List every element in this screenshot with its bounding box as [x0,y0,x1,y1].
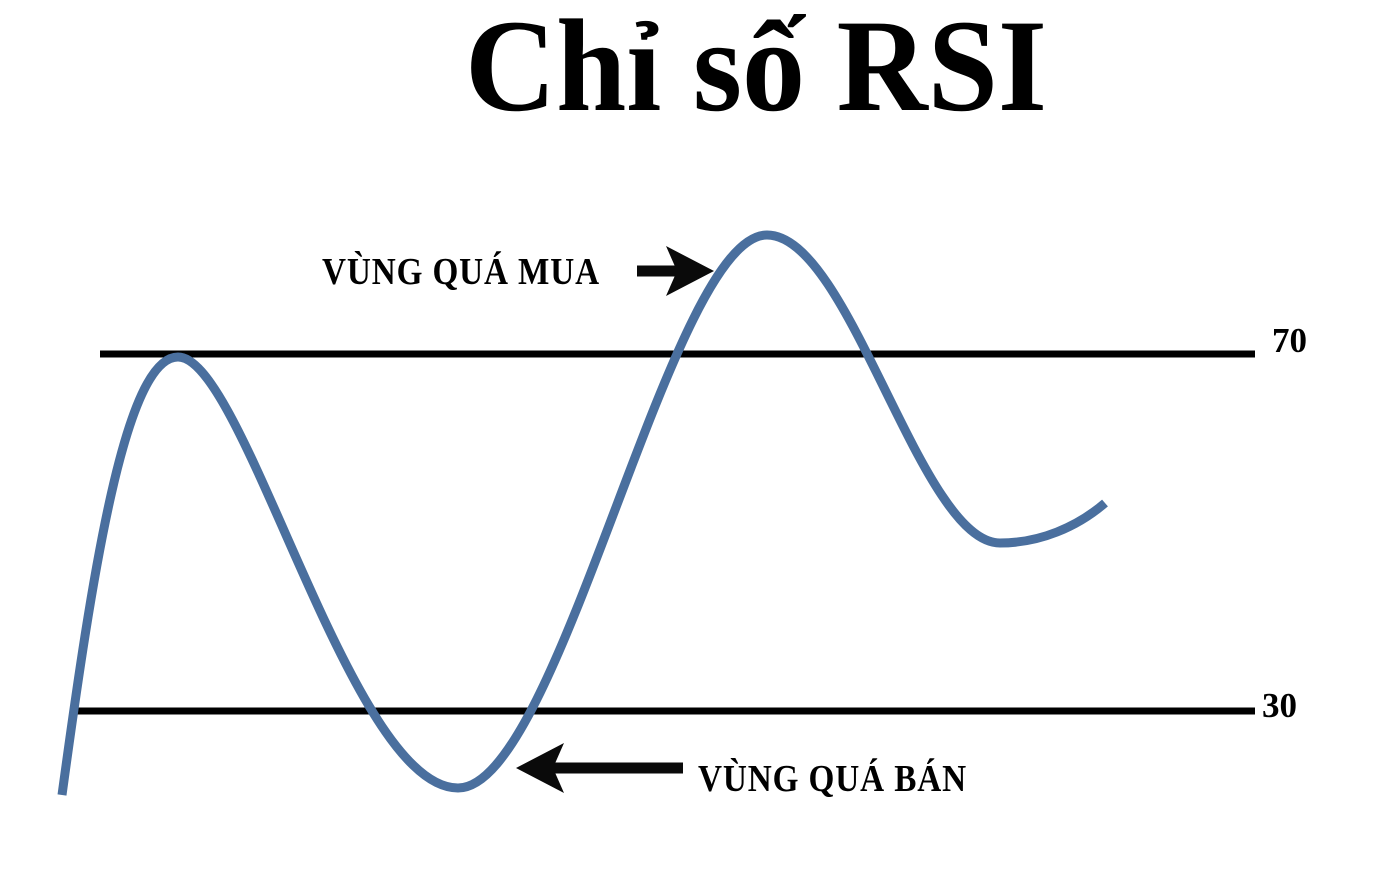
rsi-curve [57,230,1108,796]
oversold-zone-label: VÙNG QUÁ BÁN [698,758,967,800]
arrow-right-head [666,246,714,296]
oversold-level-value: 30 [1262,686,1297,725]
overbought-zone-label: VÙNG QUÁ MUA [322,251,600,293]
page-title: Chỉ số RSI [465,0,1047,139]
arrow-left-head [516,743,564,793]
arrow-right-icon [637,246,714,296]
arrow-left-icon [516,743,683,793]
overbought-level-value: 70 [1272,321,1307,360]
